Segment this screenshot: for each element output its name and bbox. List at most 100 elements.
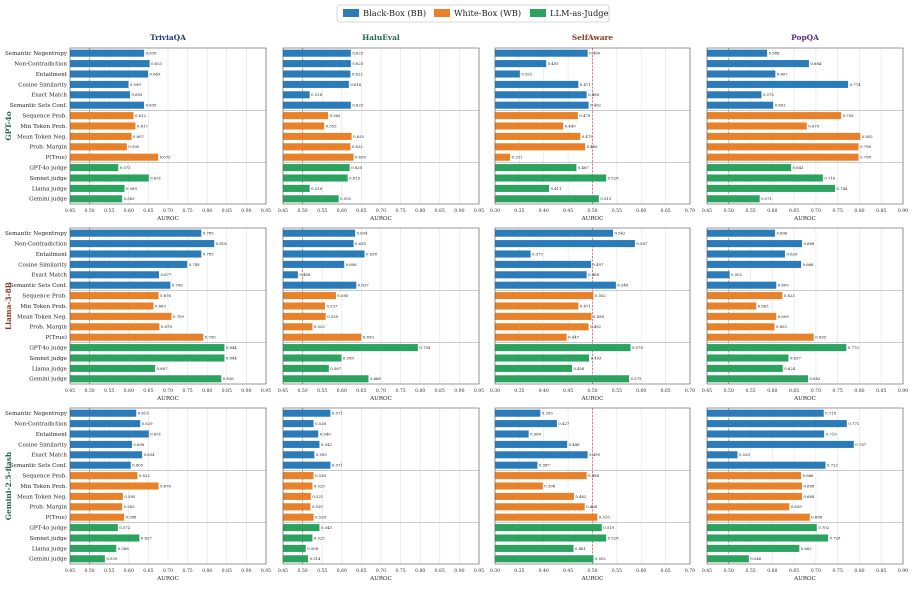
bar-value-label: 0.630 — [355, 155, 366, 160]
bar — [70, 375, 222, 383]
bar-value-label: 0.818 — [216, 241, 227, 246]
bar-value-label: 0.627 — [141, 535, 152, 540]
bar — [495, 80, 579, 88]
bar-value-label: 0.662 — [801, 546, 812, 551]
x-tick-label: 0.50 — [587, 208, 597, 214]
bar — [495, 420, 557, 428]
x-tick-label: 0.60 — [767, 388, 777, 394]
bar-value-label: 0.563 — [758, 303, 769, 308]
bar — [495, 524, 602, 532]
bar — [495, 375, 630, 383]
bar-value-label: 0.787 — [855, 442, 866, 447]
x-tick-label: 0.85 — [222, 388, 232, 394]
panel-frame — [282, 407, 480, 565]
x-tick-label: 0.85 — [222, 208, 232, 214]
bar — [283, 555, 309, 563]
bar — [283, 472, 314, 480]
bar-value-label: 0.585 — [337, 293, 348, 298]
bar-value-label: 0.546 — [750, 556, 761, 561]
x-tick-label: 0.60 — [337, 568, 347, 574]
bar — [70, 112, 134, 120]
bar — [495, 492, 574, 500]
bar — [707, 122, 807, 130]
bar-value-label: 0.637 — [790, 355, 801, 360]
bar — [495, 292, 594, 300]
bar — [70, 271, 159, 279]
bar-value-label: 0.650 — [363, 335, 374, 340]
bar-value-label: 0.461 — [575, 546, 586, 551]
bar — [283, 80, 349, 88]
bar — [495, 91, 587, 99]
bar-value-label: 0.498 — [593, 314, 604, 319]
bar — [70, 420, 141, 428]
bar — [495, 153, 511, 161]
bar-value-label: 0.844 — [226, 355, 237, 360]
x-tick-label: 0.75 — [395, 208, 405, 214]
bar — [70, 492, 123, 500]
x-tick-label: 0.75 — [395, 568, 405, 574]
panel-frame — [69, 47, 267, 205]
x-tick-label: 0.90 — [241, 388, 251, 394]
x-tick-label: 0.70 — [163, 568, 173, 574]
x-tick-label: 0.50 — [724, 388, 734, 394]
category-label: Llama judge — [32, 186, 68, 192]
bar-value-label: 0.798 — [860, 155, 871, 160]
bar — [707, 153, 859, 161]
x-axis-label: AUROC — [156, 576, 179, 582]
bar — [283, 513, 314, 521]
bar — [707, 260, 802, 268]
bar — [283, 312, 326, 320]
bar — [283, 250, 365, 258]
x-tick-label: 0.50 — [587, 568, 597, 574]
bar-value-label: 0.490 — [589, 51, 600, 56]
bar-value-label: 0.634 — [144, 452, 155, 457]
category-label: GPT-4o judge — [29, 346, 67, 352]
bar — [70, 229, 202, 237]
x-tick-label: 0.90 — [454, 388, 464, 394]
bar-value-label: 0.539 — [106, 556, 117, 561]
category-label: Non-Contradiction — [14, 422, 67, 428]
bar — [707, 174, 823, 182]
bar — [283, 101, 351, 109]
category-label: Entailment — [36, 72, 68, 78]
x-tick-label: 0.85 — [435, 568, 445, 574]
category-label: Prob. Margin — [29, 505, 67, 511]
bar — [283, 174, 348, 182]
bar-value-label: 0.802 — [862, 134, 873, 139]
x-tick-label: 0.50 — [297, 208, 307, 214]
bar — [70, 451, 143, 459]
bar-value-label: 0.624 — [784, 366, 795, 371]
x-tick-label: 0.65 — [143, 568, 153, 574]
x-tick-label: 0.40 — [539, 208, 549, 214]
bar-value-label: 0.502 — [595, 556, 606, 561]
bar — [70, 323, 160, 331]
bar — [70, 302, 154, 310]
bar — [283, 184, 310, 192]
bar — [70, 91, 130, 99]
bar-value-label: 0.411 — [551, 186, 562, 191]
bar — [283, 420, 314, 428]
bar — [70, 312, 172, 320]
bar — [707, 544, 800, 552]
bar-value-label: 0.629 — [142, 421, 153, 426]
bar — [283, 260, 345, 268]
x-tick-label: 0.95 — [261, 568, 271, 574]
x-tick-label: 0.55 — [612, 388, 622, 394]
x-tick-label: 0.50 — [587, 388, 597, 394]
x-tick-label: 0.50 — [84, 388, 94, 394]
category-label: Mean Token Neg. — [17, 134, 67, 140]
bar-value-label: 0.606 — [776, 231, 787, 236]
bar-value-label: 0.637 — [358, 283, 369, 288]
category-label: Gemini judge — [29, 377, 68, 383]
x-axis-label: AUROC — [369, 396, 392, 402]
bar — [707, 312, 777, 320]
bar-value-label: 0.583 — [124, 504, 135, 509]
category-label: Gemini judge — [29, 197, 68, 203]
panel: 0.45 0.50 0.55 0.60 0.65 0.70 0.75 0.80 0.85 0.90… — [5, 47, 271, 222]
x-tick-label: 0.70 — [811, 568, 821, 574]
legend-label-judge: LLM-as-Judge — [550, 8, 609, 18]
bar — [495, 472, 587, 480]
panel: 0.45 0.50 0.55 0.60 0.65 0.70 0.75 0.80 0.85 0.90… — [5, 407, 271, 582]
bar — [707, 49, 768, 57]
x-tick-label: 0.80 — [854, 208, 864, 214]
